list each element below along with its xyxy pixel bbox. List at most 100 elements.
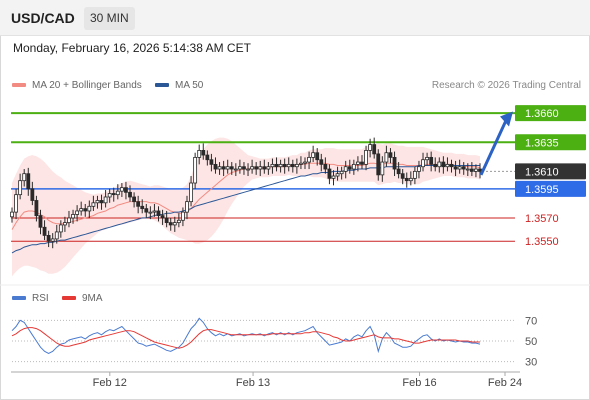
- candle: [429, 151, 434, 172]
- candle-body: [315, 152, 320, 161]
- candle-body: [54, 231, 59, 240]
- candle-body: [384, 152, 389, 163]
- candle-body: [67, 217, 71, 224]
- candle-body: [111, 193, 116, 196]
- candle: [115, 184, 120, 200]
- candle: [396, 162, 401, 179]
- candle: [164, 210, 169, 228]
- candle: [421, 152, 425, 172]
- legend-label-ma50: MA 50: [175, 80, 204, 91]
- candle: [233, 163, 238, 177]
- candle-body: [193, 156, 198, 184]
- candle-body: [351, 163, 356, 170]
- candle-body: [250, 166, 255, 170]
- candle: [156, 206, 161, 222]
- candle-body: [290, 163, 295, 168]
- level-label: 1.3660: [525, 108, 559, 120]
- candle: [103, 190, 108, 208]
- candle: [408, 171, 413, 186]
- candle: [274, 157, 279, 172]
- candle-body: [278, 163, 283, 168]
- rsi-tick-label: 30: [525, 357, 537, 369]
- candle: [14, 188, 18, 220]
- candle: [34, 195, 39, 222]
- candle-body: [87, 205, 92, 212]
- candle-body: [380, 161, 385, 176]
- rsi-ma9-line: [11, 327, 480, 349]
- candle: [347, 159, 352, 174]
- candle: [335, 166, 340, 181]
- candle-body: [421, 159, 425, 168]
- rsi-tick-label: 50: [525, 336, 537, 348]
- candle-body: [217, 166, 222, 170]
- candle-body: [364, 150, 368, 165]
- candle-body: [474, 168, 478, 172]
- candle-body: [107, 193, 112, 198]
- candle: [213, 157, 218, 174]
- candle: [193, 152, 198, 189]
- candle-body: [294, 163, 299, 168]
- candle: [270, 158, 275, 174]
- candle-body: [30, 188, 35, 201]
- candle-body: [343, 166, 348, 172]
- candle-body: [83, 208, 88, 212]
- candle-body: [372, 144, 377, 155]
- candle: [294, 158, 299, 174]
- candle: [160, 209, 165, 225]
- legend-label-rsi: RSI: [32, 293, 49, 304]
- candle-body: [75, 210, 80, 215]
- credit-label: Research © 2026 Trading Central: [431, 80, 581, 91]
- candle-body: [282, 163, 287, 168]
- candle: [315, 148, 320, 166]
- candle-body: [209, 159, 214, 165]
- candle-body: [246, 168, 250, 171]
- candle-body: [152, 210, 157, 213]
- candle-body: [136, 201, 141, 207]
- x-axis-label: Feb 13: [236, 377, 270, 389]
- candle-body: [469, 168, 474, 172]
- candle: [22, 169, 27, 187]
- candle-body: [400, 173, 405, 179]
- candle-body: [453, 166, 458, 170]
- candle-body: [319, 159, 324, 165]
- candle: [144, 203, 149, 218]
- candle: [469, 162, 474, 177]
- candle-body: [433, 163, 438, 168]
- timeframe-badge[interactable]: 30 MIN: [84, 7, 135, 30]
- candle: [221, 160, 226, 177]
- candle-body: [327, 168, 332, 179]
- level-label-box: [515, 134, 586, 151]
- candle-body: [408, 177, 413, 182]
- candle-body: [63, 222, 67, 226]
- candle-body: [156, 210, 161, 217]
- candle-body: [360, 161, 364, 165]
- candle-body: [176, 219, 181, 224]
- x-axis-label: Feb 12: [93, 377, 127, 389]
- candle: [119, 183, 124, 197]
- candle-body: [437, 161, 442, 168]
- candle-body: [99, 200, 104, 204]
- candle-body: [254, 166, 259, 170]
- candle: [225, 159, 230, 174]
- candle: [392, 151, 397, 177]
- legend-item-rsi: RSI: [12, 293, 49, 304]
- candle: [286, 157, 291, 172]
- candle-body: [258, 166, 263, 170]
- candle-body: [160, 215, 165, 219]
- candle: [217, 162, 222, 175]
- legend-swatch-9ma: [62, 296, 76, 301]
- candle-body: [388, 152, 393, 158]
- candle: [331, 170, 336, 186]
- candle-body: [445, 163, 450, 168]
- candle: [185, 195, 189, 220]
- candle: [465, 163, 470, 177]
- candle: [433, 157, 438, 172]
- candle-body: [144, 208, 149, 213]
- candle-body: [262, 166, 267, 170]
- candle: [54, 224, 59, 244]
- candle-body: [286, 163, 291, 168]
- candle: [10, 207, 14, 223]
- legend-label-ma20: MA 20 + Bollinger Bands: [32, 80, 142, 91]
- level-label-box: [515, 163, 586, 180]
